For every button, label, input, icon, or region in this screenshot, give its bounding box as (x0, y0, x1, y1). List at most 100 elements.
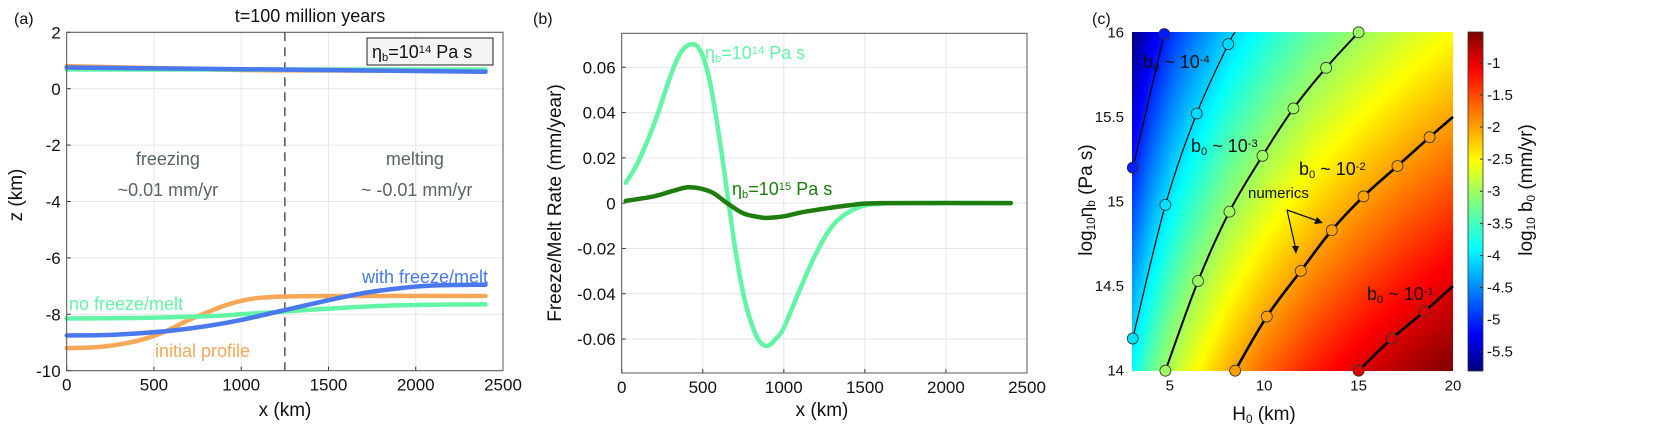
colorbar-tick-label: -4 (1487, 247, 1500, 264)
x-tick-label: 20 (1445, 378, 1462, 395)
y-tick-label: 15.5 (1095, 109, 1124, 126)
numerics-point (1223, 205, 1236, 218)
x-tick-label: 1000 (765, 378, 803, 397)
arrowhead-icon (1314, 217, 1323, 224)
y-axis-label: z (km) (6, 169, 27, 222)
y-tick-label: 0.06 (583, 58, 616, 77)
numerics-point (1287, 102, 1300, 115)
region-annotation: ~ -0.01 mm/yr (361, 180, 473, 200)
y-tick-label: 16 (1107, 24, 1124, 41)
x-tick-label: 1500 (846, 378, 884, 397)
y-axis-label: Freeze/Melt Rate (mm/year) (545, 84, 566, 322)
x-tick-label: 15 (1350, 378, 1367, 395)
numerics-point (1159, 364, 1172, 377)
colorbar-label: log10 b0 (mm/yr) (1516, 124, 1538, 256)
numerics-point (1352, 26, 1365, 39)
panel-label-c: (c) (1092, 11, 1111, 28)
numerics-point (1325, 224, 1338, 237)
x-axis-label: x (km) (259, 400, 312, 421)
legend-box (366, 37, 494, 66)
x-tick-label: 1000 (222, 376, 260, 395)
region-annotation: melting (386, 149, 444, 169)
numerics-point (1229, 364, 1241, 377)
y-tick-label: 0 (51, 80, 60, 99)
numerics-point (1222, 38, 1235, 51)
arrow-line (1286, 209, 1297, 251)
x-tick-label: 1500 (310, 376, 348, 395)
x-tick-label: 2000 (927, 378, 965, 397)
y-tick-label: -8 (46, 305, 61, 324)
y-tick-label: -0.06 (577, 330, 616, 349)
x-tick-label: 500 (689, 378, 717, 397)
axes-frame (66, 31, 504, 372)
series-line-base (64, 282, 488, 338)
colorbar (1467, 31, 1484, 372)
contour-label: b0 ~ 10-1 (1367, 284, 1434, 306)
series-label: ηb=1014 Pa s (705, 43, 805, 65)
x-tick-label: 2000 (397, 376, 435, 395)
series-label: with freeze/melt (361, 267, 488, 287)
series-line (623, 41, 1014, 349)
numerics-point (1190, 107, 1203, 120)
region-annotation: ~0.01 mm/yr (118, 180, 219, 200)
series-line-base (64, 293, 488, 351)
arrow-line (1286, 209, 1322, 223)
series-label: initial profile (155, 341, 250, 361)
colorbar-tick-label: -3 (1487, 183, 1500, 200)
panel-label-b: (b) (533, 11, 553, 28)
numerics-point (1159, 198, 1172, 211)
colorbar-tick-label: -1.5 (1487, 87, 1513, 104)
legend-text: ηb=1014 Pa s (372, 42, 472, 64)
axes-frame (621, 32, 1028, 374)
series-label: ηb=1015 Pa s (732, 179, 832, 201)
numerics-point (1352, 364, 1365, 377)
y-tick-label: -10 (36, 362, 61, 381)
x-axis-label: x (km) (796, 400, 849, 421)
numerics-point (1192, 275, 1204, 287)
contour-line (1132, 31, 1236, 339)
arrowhead-icon (1292, 246, 1299, 254)
y-tick-label: -2 (46, 136, 61, 155)
numerics-point (1256, 149, 1269, 162)
colorbar-tick-label: -2 (1487, 119, 1500, 136)
numerics-point (1357, 190, 1370, 203)
x-tick-label: 10 (1256, 378, 1273, 395)
y-tick-label: -6 (46, 249, 61, 268)
region-annotation: freezing (136, 149, 200, 169)
numerics-point (1126, 161, 1139, 174)
y-axis-label: log10ηb (Pa s) (1076, 144, 1098, 256)
colorbar-tick-label: -4.5 (1487, 280, 1513, 297)
colorbar-tick-label: -5.5 (1487, 344, 1513, 361)
colorbar-tick-label: -5 (1487, 312, 1500, 329)
numerics-point (1418, 305, 1431, 318)
x-tick-label: 500 (140, 376, 168, 395)
contour-line (1132, 33, 1165, 168)
x-tick-label: 0 (617, 378, 626, 397)
numerics-point (1320, 61, 1333, 74)
y-tick-label: 0.04 (583, 104, 616, 123)
numerics-point (1423, 131, 1436, 144)
contour-line (1357, 285, 1454, 372)
colorbar-tick-label: -1 (1487, 55, 1500, 72)
x-tick-label: 5 (1166, 378, 1174, 395)
x-tick-label: 2500 (1008, 378, 1046, 397)
panel-label-a: (a) (14, 11, 34, 28)
x-tick-label: 2500 (484, 376, 522, 395)
y-tick-label: 0.02 (583, 149, 616, 168)
y-tick-label: 2 (51, 23, 60, 42)
chart-title: t=100 million years (235, 6, 386, 26)
y-tick-label: 14 (1107, 363, 1124, 380)
series-line (623, 185, 1014, 221)
numerics-point (1260, 310, 1273, 323)
y-tick-label: -4 (46, 193, 61, 212)
numerics-point (1294, 264, 1307, 277)
x-axis-label: H0 (km) (1232, 404, 1296, 426)
y-tick-label: 15 (1107, 194, 1124, 211)
y-tick-label: -0.04 (577, 285, 616, 304)
numerics-annotation: numerics (1248, 185, 1309, 202)
series-label: no freeze/melt (69, 294, 183, 314)
y-tick-label: 0 (606, 194, 615, 213)
colorbar-tick-label: -3.5 (1487, 215, 1513, 232)
